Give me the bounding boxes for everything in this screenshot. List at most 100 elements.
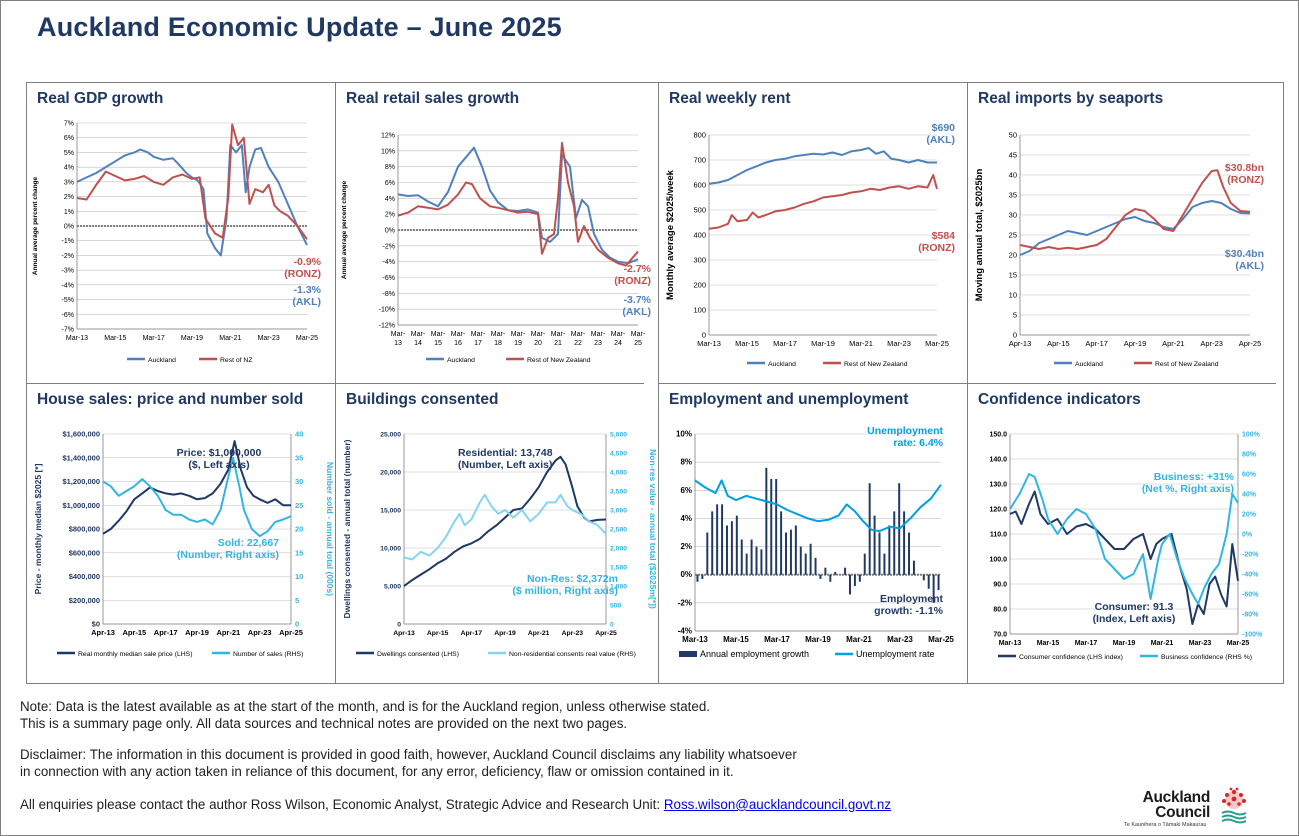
panel-title: Real retail sales growth — [346, 90, 520, 107]
x-tick-label: Apr-25 — [595, 630, 617, 637]
x-tick-label: Mar-19 — [805, 635, 831, 644]
y-tick-label: 7% — [64, 121, 74, 128]
legend-label: Auckland — [447, 357, 475, 364]
x-tick-label: Mar-19 — [1113, 640, 1136, 647]
notes-block: Note: Data is the latest available as at… — [20, 698, 710, 732]
x-tick-label: 22 — [574, 340, 582, 347]
x-tick-label: Mar-17 — [1075, 640, 1098, 647]
disclaimer-line: Disclaimer: The information in this docu… — [20, 747, 797, 762]
chart-annotation: ($, Left axis) — [188, 459, 249, 471]
y-tick-label-right: -80% — [1242, 612, 1259, 619]
y-tick-label: -8% — [383, 291, 395, 298]
y-tick-label-right: 3,500 — [610, 489, 627, 496]
y-tick-label: $600,000 — [69, 548, 100, 557]
employment-bar — [735, 515, 738, 575]
series-line — [403, 493, 607, 561]
y-tick-label: $400,000 — [69, 572, 100, 581]
employment-bar — [809, 543, 812, 575]
employment-bar — [922, 574, 925, 581]
employment-bar — [848, 574, 851, 595]
x-tick-label: Mar-19 — [811, 339, 835, 348]
chart-annotation: Residential: 13,748 — [458, 447, 553, 459]
y-tick-label: 2% — [680, 542, 692, 551]
author-email-link[interactable]: Ross.wilson@aucklandcouncil.govt.nz — [663, 797, 892, 812]
chart-annotation: Sold: 22,667 — [218, 537, 279, 549]
chart-annotation: (AKL) — [926, 134, 955, 146]
y-tick-label: 6% — [64, 135, 74, 142]
employment-bar — [721, 504, 724, 575]
x-tick-label: Mar-13 — [999, 640, 1022, 647]
x-tick-label: Mar- — [631, 331, 646, 338]
y-tick-label: 10% — [381, 148, 395, 155]
series-line — [76, 144, 308, 257]
x-tick-label: Apr-15 — [122, 628, 146, 637]
x-tick-label: 13 — [394, 340, 402, 347]
x-tick-label: 19 — [514, 340, 522, 347]
x-tick-label: Mar-15 — [735, 339, 759, 348]
x-tick-label: Mar- — [611, 331, 626, 338]
y-tick-label: $1,400,000 — [62, 453, 100, 462]
y-tick-label: 6% — [680, 486, 692, 495]
x-tick-label: Mar-21 — [849, 339, 873, 348]
x-tick-label: Apr-17 — [154, 628, 178, 637]
y-tick-label: 2% — [64, 194, 74, 201]
panel-employment: Employment and unemployment 10% 8% 6% 4% 2% 0… — [658, 383, 967, 684]
employment-bar — [937, 574, 940, 591]
chart-svg-confidence: 150.0 140.0 130.0 120.0 110.0 100.0 90.0 80.0 70… — [989, 432, 1263, 662]
y-tick-label: -4% — [383, 259, 395, 266]
x-tick-label: 24 — [614, 340, 622, 347]
y-tick-label: 600 — [693, 181, 706, 190]
x-tick-label: Mar- — [411, 331, 426, 338]
series-line — [1019, 200, 1251, 256]
legend-label: Rest of New Zealand — [1155, 361, 1219, 368]
employment-bar — [794, 525, 797, 575]
legend-label: Real monthly median sale price (LHS) — [78, 651, 192, 658]
y-tick-label: 400 — [693, 231, 706, 240]
x-tick-label: Apr-21 — [528, 630, 550, 637]
chart-svg-employment: 10% 8% 6% 4% 2% 0% -2% -4%Mar-13 Mar-15 Mar-17 Mar… — [676, 425, 954, 659]
y-tick-label: 70.0 — [993, 632, 1007, 639]
panel-imports: Real imports by seaports 50 45 40 35 30 25 20 1… — [967, 83, 1276, 383]
chart-annotation: (Number, Right axis) — [177, 549, 279, 561]
y-axis-title: Dwellings consented - annual total (numb… — [342, 439, 352, 618]
panel-house-sales: House sales: price and number sold $1,60… — [27, 383, 335, 684]
employment-bar — [834, 571, 837, 575]
chart-annotation: -0.9% — [294, 256, 322, 268]
x-tick-label: 18 — [494, 340, 502, 347]
y-tick-label-right: 80% — [1242, 452, 1257, 459]
legend-label: Auckland — [768, 361, 796, 368]
x-tick-label: Apr-19 — [494, 630, 516, 637]
page-title: Auckland Economic Update – June 2025 — [37, 12, 562, 42]
y-tick-label: 150.0 — [989, 432, 1007, 439]
y-tick-label-right: 4,500 — [610, 451, 627, 458]
x-tick-label: Mar-17 — [773, 339, 797, 348]
x-tick-label: Mar-17 — [764, 635, 790, 644]
legend-label: Business confidence (RHS %) — [1161, 654, 1252, 661]
y-tick-label: -3% — [62, 268, 74, 275]
employment-bar — [696, 574, 699, 582]
y-tick-label: $1,600,000 — [62, 430, 100, 439]
logo-wordmark: Auckland Council — [1124, 790, 1211, 821]
y-tick-label: -6% — [62, 312, 74, 319]
y-tick-label: 90.0 — [993, 582, 1007, 589]
y-tick-label: 200 — [693, 281, 706, 290]
x-tick-label: Apr-23 — [248, 628, 272, 637]
panel-title: Real weekly rent — [669, 90, 791, 107]
x-tick-label: Apr-13 — [91, 628, 115, 637]
y-tick-label: 120.0 — [989, 507, 1007, 514]
series-line — [76, 123, 308, 240]
chart-annotation: (AKL) — [1235, 260, 1264, 272]
chart-annotation: Price: $1,000,000 — [177, 447, 262, 459]
employment-bar — [745, 553, 748, 575]
y-tick-label: 0% — [385, 228, 395, 235]
y-tick-label: 80.0 — [993, 607, 1007, 614]
series-line — [1009, 473, 1239, 605]
y-tick-label-right: 35 — [295, 453, 303, 462]
x-tick-label: Apr-25 — [279, 628, 303, 637]
x-tick-label: Mar-15 — [723, 635, 749, 644]
employment-bar — [711, 511, 714, 575]
employment-bar — [780, 511, 783, 575]
y-tick-label: -12% — [379, 323, 395, 330]
employment-bar — [814, 557, 817, 575]
